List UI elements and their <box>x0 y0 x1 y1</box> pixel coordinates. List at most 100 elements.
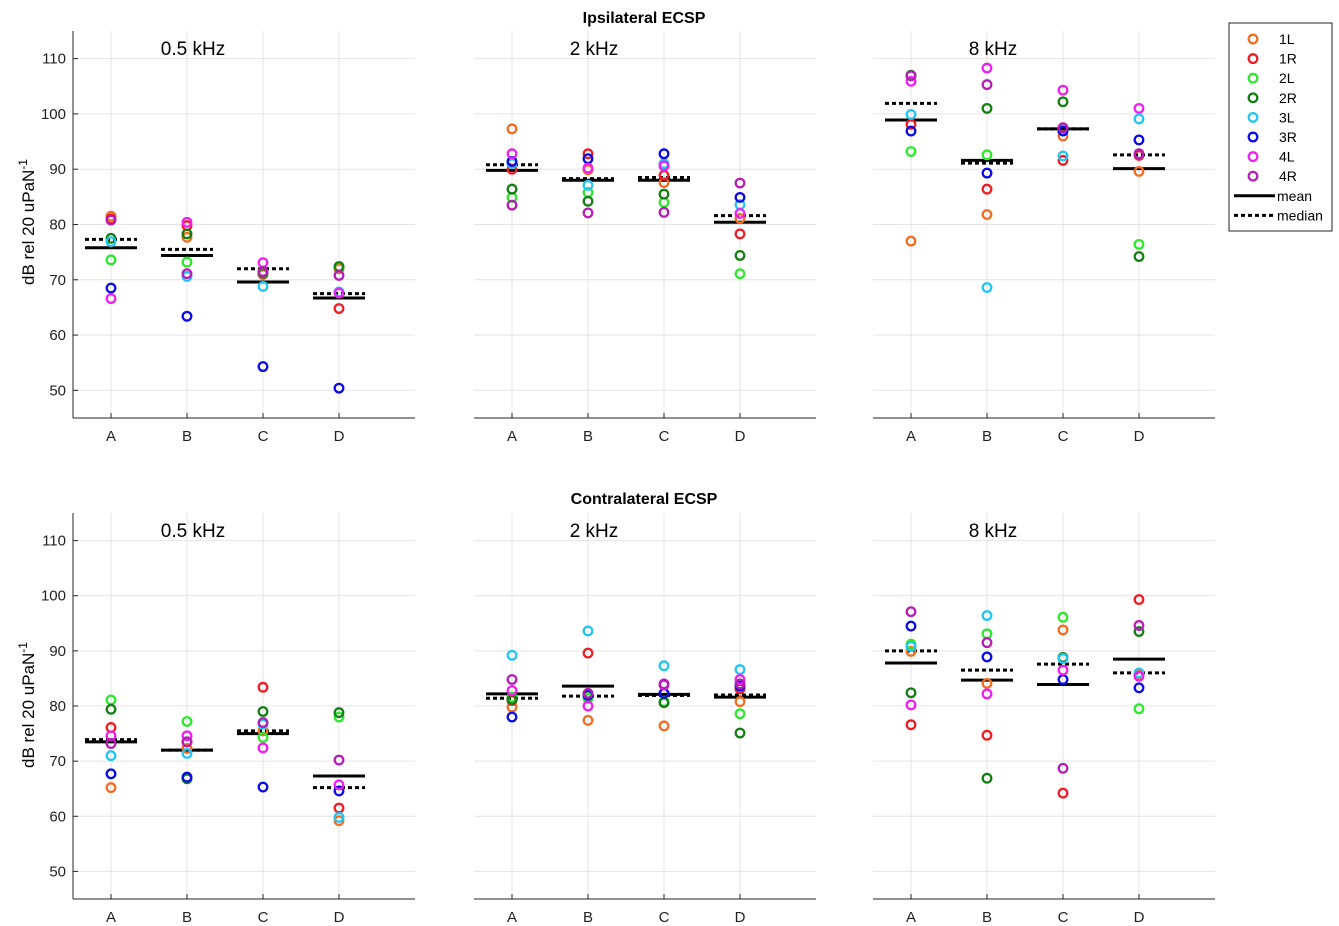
data-point <box>105 782 117 794</box>
x-tick-label: D <box>334 428 345 445</box>
y-tick-label: 50 <box>49 382 66 399</box>
panel-title: 2 kHz <box>570 39 619 60</box>
y-tick-label: 70 <box>49 753 66 770</box>
x-tick-label: A <box>106 428 116 445</box>
panel-title: 0.5 kHz <box>161 39 225 60</box>
legend-label: 1R <box>1279 51 1297 67</box>
x-tick-label: C <box>659 428 670 445</box>
data-point <box>1133 238 1145 250</box>
data-point <box>1057 664 1069 676</box>
legend-label: 2L <box>1279 70 1295 86</box>
data-point <box>257 742 269 754</box>
y-tick-label: 110 <box>42 533 66 550</box>
data-point <box>582 687 594 699</box>
x-tick-label: B <box>182 428 192 445</box>
data-point <box>506 199 518 211</box>
data-point <box>333 287 345 299</box>
data-point <box>582 625 594 637</box>
panel-title: 0.5 kHz <box>161 521 225 542</box>
chart-panel: A B C D 8 kHz <box>873 31 1215 445</box>
data-point <box>257 731 269 743</box>
legend-label: 3R <box>1279 129 1297 145</box>
data-point <box>1133 626 1145 638</box>
data-point <box>981 677 993 689</box>
data-point <box>333 811 345 823</box>
data-point <box>905 75 917 87</box>
data-point <box>734 268 746 280</box>
data-point <box>658 678 670 690</box>
data-point <box>1133 113 1145 125</box>
data-point <box>181 747 193 759</box>
y-tick-label: 80 <box>49 217 66 234</box>
data-point <box>1057 122 1069 134</box>
data-point <box>506 148 518 160</box>
data-point <box>905 70 917 82</box>
data-point <box>658 177 670 188</box>
data-point <box>1133 620 1145 631</box>
legend-marker <box>1247 170 1259 182</box>
data-point <box>905 645 917 657</box>
data-point <box>981 209 993 220</box>
data-point <box>905 146 917 157</box>
legend-marker <box>1247 33 1259 45</box>
data-point <box>105 750 117 762</box>
legend-label: 3L <box>1279 109 1295 125</box>
data-point <box>734 664 746 676</box>
data-point <box>181 730 193 742</box>
data-point <box>658 206 670 218</box>
data-point <box>333 779 345 791</box>
data-point <box>582 195 594 207</box>
y-tick-label: 50 <box>49 863 66 880</box>
legend-marker <box>1247 92 1259 104</box>
data-point <box>582 148 594 160</box>
x-tick-label: A <box>106 909 116 926</box>
y-axis-label-superscript: -1 <box>16 159 30 170</box>
data-point <box>981 729 993 741</box>
data-point <box>905 640 917 652</box>
chart-panel: A B C D 8 kHz <box>873 513 1215 926</box>
y-axis-label-superscript: -1 <box>16 642 30 653</box>
x-tick-label: D <box>334 909 345 926</box>
data-point <box>582 207 594 219</box>
data-point <box>105 236 117 248</box>
data-point <box>181 216 193 228</box>
data-point <box>582 162 594 174</box>
data-point <box>105 768 117 780</box>
legend-label: mean <box>1277 188 1312 204</box>
data-point <box>333 382 345 394</box>
data-point <box>1057 84 1069 96</box>
data-point <box>981 772 993 784</box>
data-point <box>1133 682 1145 694</box>
data-point <box>905 606 917 618</box>
y-axis-label-text: dB rel 20 uPaN <box>19 653 38 768</box>
data-point <box>333 754 345 766</box>
data-point <box>658 148 670 160</box>
data-point <box>1057 154 1069 166</box>
x-tick-label: D <box>735 909 746 926</box>
data-point <box>105 703 117 715</box>
row-title-ipsilateral: Ipsilateral ECSP <box>583 10 706 27</box>
data-point <box>181 228 193 240</box>
x-tick-label: A <box>507 909 517 926</box>
data-point <box>905 118 917 130</box>
panel-title: 2 kHz <box>570 521 619 542</box>
data-point <box>582 179 594 191</box>
legend-label: median <box>1277 207 1323 223</box>
x-tick-label: B <box>982 909 992 926</box>
data-point <box>1133 703 1145 715</box>
data-point <box>105 293 117 305</box>
data-point <box>1057 96 1069 108</box>
data-point <box>257 706 269 717</box>
y-tick-label: 60 <box>49 327 66 344</box>
chart-panel: A B C D 2 kHz <box>474 513 816 926</box>
x-tick-label: B <box>583 909 593 926</box>
data-point <box>1133 165 1145 177</box>
data-point <box>257 280 269 292</box>
x-tick-label: C <box>1058 909 1069 926</box>
data-point <box>582 714 594 726</box>
y-tick-label: 100 <box>41 588 66 605</box>
data-point <box>981 183 993 195</box>
data-point <box>734 678 746 690</box>
data-point <box>658 660 670 672</box>
